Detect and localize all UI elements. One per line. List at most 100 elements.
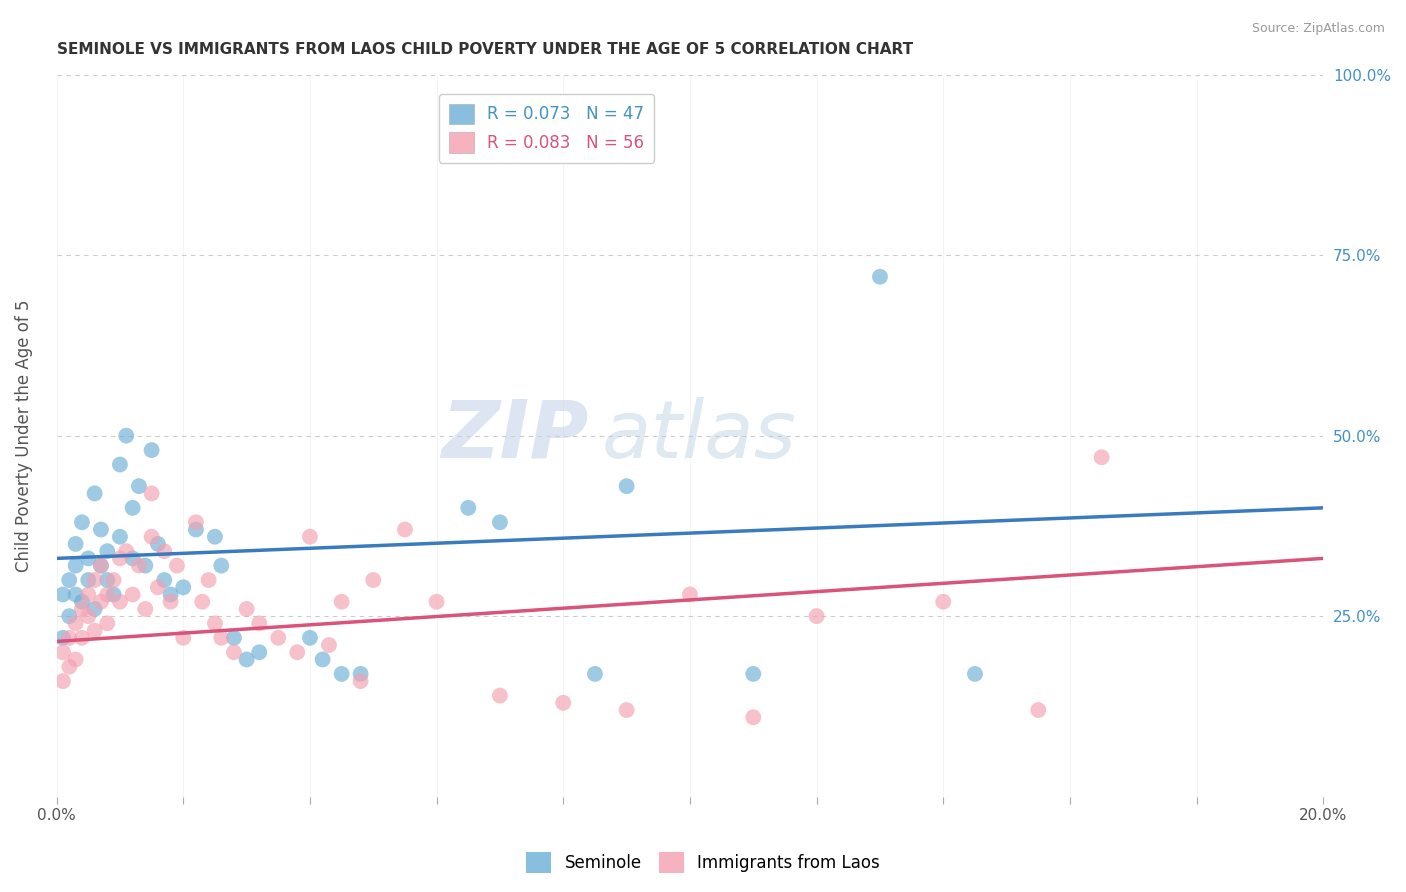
- Point: [146, 580, 169, 594]
- Point: [103, 587, 125, 601]
- Point: [65, 558, 87, 573]
- Point: [285, 645, 308, 659]
- Point: [209, 631, 232, 645]
- Point: [108, 595, 131, 609]
- Point: [267, 631, 290, 645]
- Text: SEMINOLE VS IMMIGRANTS FROM LAOS CHILD POVERTY UNDER THE AGE OF 5 CORRELATION CH: SEMINOLE VS IMMIGRANTS FROM LAOS CHILD P…: [56, 42, 912, 57]
- Point: [361, 573, 384, 587]
- Point: [553, 696, 575, 710]
- Point: [1091, 450, 1114, 465]
- Point: [141, 486, 163, 500]
- Point: [77, 573, 100, 587]
- Text: ZIP: ZIP: [441, 397, 589, 475]
- Point: [70, 516, 93, 530]
- Point: [96, 587, 118, 601]
- Point: [65, 587, 87, 601]
- Point: [184, 516, 207, 530]
- Point: [426, 595, 449, 609]
- Point: [184, 523, 207, 537]
- Point: [172, 631, 194, 645]
- Point: [134, 558, 156, 573]
- Point: [679, 587, 702, 601]
- Point: [166, 558, 188, 573]
- Point: [222, 631, 245, 645]
- Point: [298, 530, 321, 544]
- Point: [70, 595, 93, 609]
- Point: [77, 587, 100, 601]
- Point: [247, 616, 270, 631]
- Point: [90, 523, 112, 537]
- Point: [96, 544, 118, 558]
- Point: [58, 609, 80, 624]
- Point: [52, 674, 75, 689]
- Point: [318, 638, 340, 652]
- Point: [330, 667, 353, 681]
- Point: [742, 667, 765, 681]
- Y-axis label: Child Poverty Under the Age of 5: Child Poverty Under the Age of 5: [15, 300, 32, 572]
- Point: [141, 530, 163, 544]
- Point: [58, 573, 80, 587]
- Point: [65, 616, 87, 631]
- Point: [90, 595, 112, 609]
- Point: [616, 703, 638, 717]
- Legend: Seminole, Immigrants from Laos: Seminole, Immigrants from Laos: [520, 846, 886, 880]
- Point: [235, 602, 257, 616]
- Point: [209, 558, 232, 573]
- Point: [932, 595, 955, 609]
- Point: [52, 645, 75, 659]
- Point: [90, 558, 112, 573]
- Point: [77, 551, 100, 566]
- Point: [235, 652, 257, 666]
- Point: [963, 667, 986, 681]
- Point: [96, 616, 118, 631]
- Point: [83, 486, 105, 500]
- Point: [83, 573, 105, 587]
- Point: [128, 558, 150, 573]
- Point: [65, 652, 87, 666]
- Point: [108, 551, 131, 566]
- Point: [311, 652, 333, 666]
- Point: [83, 602, 105, 616]
- Point: [83, 624, 105, 638]
- Legend: R = 0.073   N = 47, R = 0.083   N = 56: R = 0.073 N = 47, R = 0.083 N = 56: [439, 94, 654, 162]
- Point: [172, 580, 194, 594]
- Point: [128, 479, 150, 493]
- Point: [121, 551, 143, 566]
- Point: [121, 500, 143, 515]
- Point: [1026, 703, 1049, 717]
- Point: [108, 530, 131, 544]
- Point: [204, 530, 226, 544]
- Point: [153, 544, 176, 558]
- Point: [159, 595, 181, 609]
- Point: [394, 523, 416, 537]
- Point: [115, 428, 138, 442]
- Point: [58, 631, 80, 645]
- Point: [457, 500, 479, 515]
- Point: [96, 573, 118, 587]
- Point: [58, 659, 80, 673]
- Point: [153, 573, 176, 587]
- Point: [108, 458, 131, 472]
- Text: Source: ZipAtlas.com: Source: ZipAtlas.com: [1251, 22, 1385, 36]
- Point: [191, 595, 214, 609]
- Point: [204, 616, 226, 631]
- Point: [70, 631, 93, 645]
- Point: [489, 689, 512, 703]
- Point: [52, 587, 75, 601]
- Point: [742, 710, 765, 724]
- Point: [247, 645, 270, 659]
- Point: [330, 595, 353, 609]
- Point: [103, 573, 125, 587]
- Point: [489, 516, 512, 530]
- Point: [806, 609, 828, 624]
- Point: [159, 587, 181, 601]
- Point: [349, 667, 371, 681]
- Text: atlas: atlas: [602, 397, 796, 475]
- Point: [65, 537, 87, 551]
- Point: [70, 602, 93, 616]
- Point: [77, 609, 100, 624]
- Point: [298, 631, 321, 645]
- Point: [90, 558, 112, 573]
- Point: [349, 674, 371, 689]
- Point: [52, 631, 75, 645]
